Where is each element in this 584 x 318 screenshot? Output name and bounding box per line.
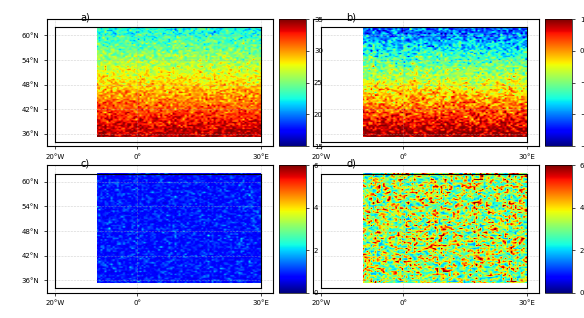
Text: a): a) [81, 12, 91, 22]
Text: d): d) [347, 158, 356, 169]
Text: b): b) [347, 12, 357, 22]
Text: c): c) [81, 158, 90, 169]
